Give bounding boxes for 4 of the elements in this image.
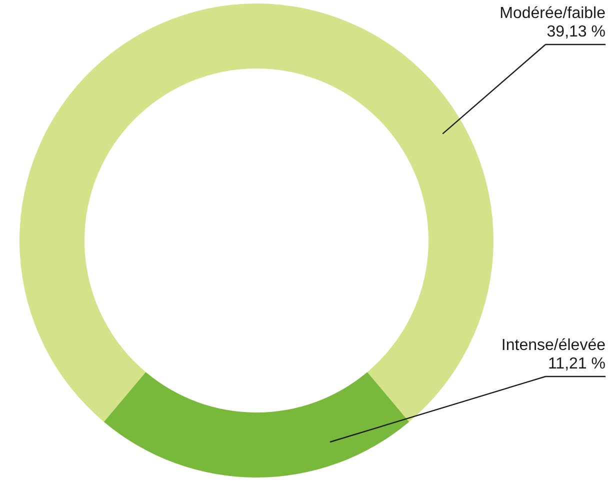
data-label: 39,13 %: [546, 24, 606, 40]
data-label: 11,21 %: [548, 356, 606, 372]
slice-label: Modérée/faible: [500, 4, 606, 22]
slice-label: Intense/élevée: [501, 336, 606, 354]
